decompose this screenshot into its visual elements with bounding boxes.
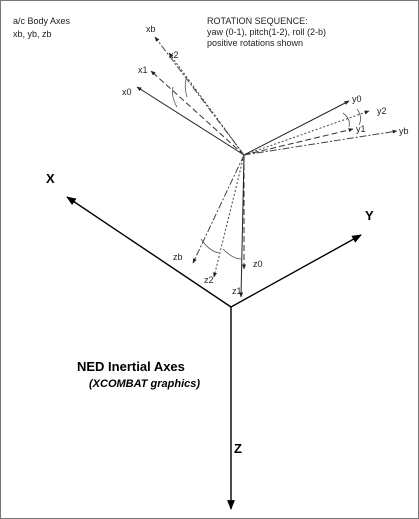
label-xb: xb — [146, 24, 156, 34]
label-zb: zb — [173, 252, 183, 262]
body-x1-axis — [150, 70, 245, 156]
roll-arc-z2 — [200, 238, 220, 254]
legend-line-1: a/c Body Axes — [13, 16, 71, 26]
label-z1: z1 — [232, 286, 242, 296]
label-y1: y1 — [356, 124, 366, 134]
label-inertial-y: Y — [365, 208, 374, 223]
diagram-subtitle: (XCOMBAT graphics) — [89, 378, 200, 390]
body-x2-axis — [168, 52, 245, 156]
body-y2-axis — [243, 110, 370, 156]
label-z0: z0 — [253, 259, 263, 269]
label-inertial-x: X — [46, 171, 55, 186]
label-x1: x1 — [138, 65, 148, 75]
inertial-x-axis — [66, 196, 232, 308]
rotation-note: positive rotations shown — [207, 38, 303, 48]
body-y0-axis — [243, 100, 350, 156]
body-z1-axis — [239, 154, 245, 298]
pitch-arc — [184, 78, 188, 98]
body-zb-axis — [192, 154, 245, 264]
body-x0-axis — [136, 86, 245, 156]
roll-arc-y2 — [356, 108, 361, 126]
body-xb-axis — [154, 36, 245, 156]
inertial-y-axis — [230, 234, 362, 308]
legend-line-2: xb, yb, zb — [13, 29, 52, 39]
body-y1-axis — [243, 128, 354, 156]
label-x0: x0 — [122, 87, 132, 97]
label-y2: y2 — [377, 106, 387, 116]
roll-arc-z — [222, 248, 242, 260]
yaw-arc — [172, 86, 178, 108]
rotation-title: ROTATION SEQUENCE: — [207, 16, 308, 26]
diagram-title: NED Inertial Axes — [77, 359, 185, 374]
label-z2: z2 — [204, 275, 214, 285]
label-x2: x2 — [169, 50, 179, 60]
label-y0: y0 — [352, 94, 362, 104]
body-z2-axis — [213, 154, 245, 278]
rotation-sequence: yaw (0-1), pitch(1-2), roll (2-b) — [207, 27, 326, 37]
label-inertial-z: Z — [234, 441, 242, 456]
label-yb: yb — [399, 126, 409, 136]
roll-arc-y — [342, 112, 350, 128]
